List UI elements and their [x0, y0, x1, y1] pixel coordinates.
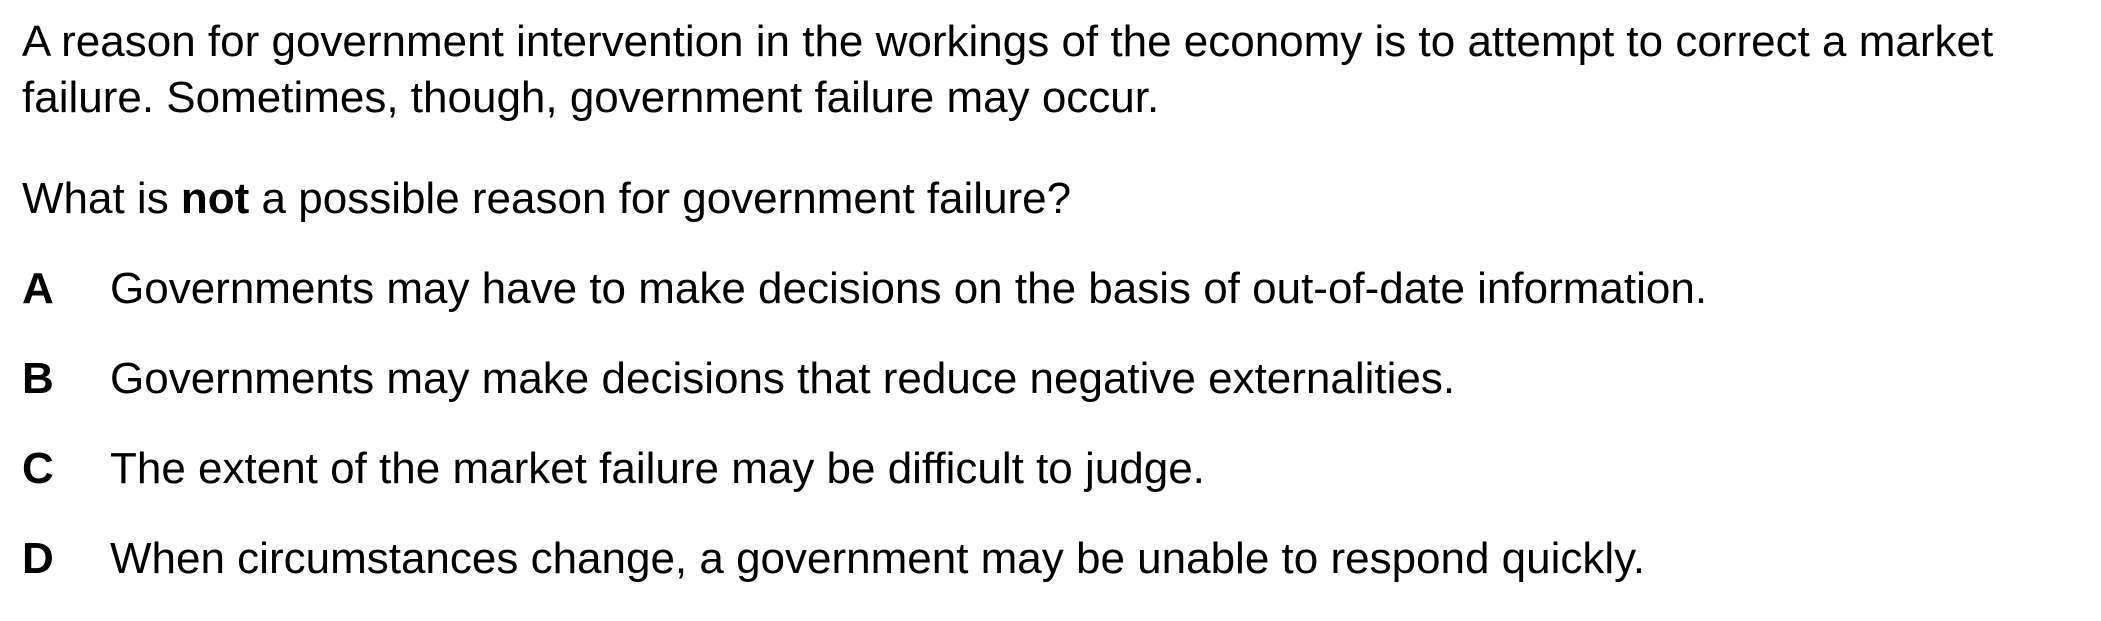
question-stem: A reason for government intervention in … [22, 17, 1994, 122]
option-letter: A [22, 264, 54, 313]
option-c[interactable]: C The extent of the market failure may b… [22, 441, 2082, 497]
option-d[interactable]: D When circumstances change, a governmen… [22, 531, 2082, 587]
option-text: The extent of the market failure may be … [110, 444, 1205, 493]
option-letter: D [22, 534, 54, 583]
question-page: A reason for government intervention in … [22, 14, 2082, 621]
question-prompt-after: a possible reason for government failure… [249, 174, 1072, 223]
option-b[interactable]: B Governments may make decisions that re… [22, 351, 2082, 407]
option-text: When circumstances change, a government … [110, 534, 1646, 583]
option-text: Governments may make decisions that redu… [110, 354, 1456, 403]
option-text: Governments may have to make decisions o… [110, 264, 1708, 313]
answer-options: A Governments may have to make decisions… [22, 261, 2082, 587]
option-letter: C [22, 444, 54, 493]
question-prompt-emphasis: not [180, 174, 250, 223]
option-a[interactable]: A Governments may have to make decisions… [22, 261, 2082, 317]
question-prompt: What is not a possible reason for govern… [22, 171, 2082, 227]
question-prompt-before: What is [22, 174, 181, 223]
option-letter: B [22, 354, 54, 403]
